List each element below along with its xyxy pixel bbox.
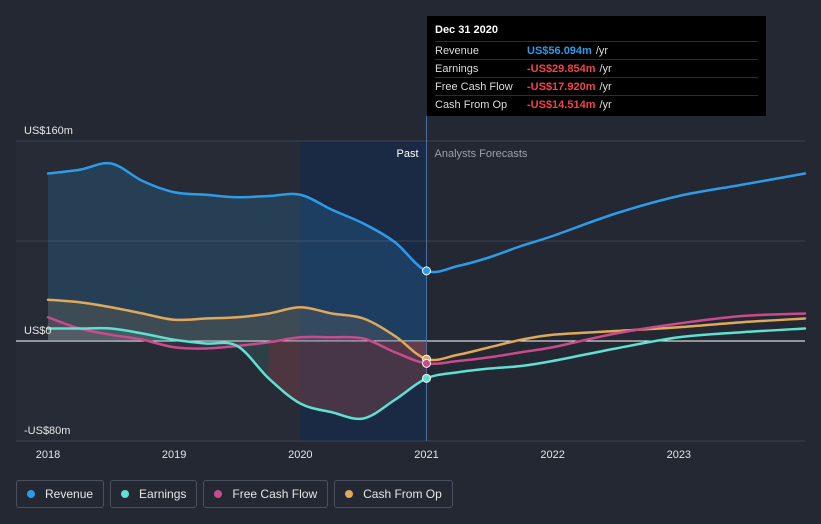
legend-item-revenue[interactable]: Revenue (16, 480, 105, 508)
legend-dot-icon (121, 490, 130, 498)
area-earnings (48, 328, 427, 419)
area-earnings-negative (268, 341, 427, 419)
tooltip-row: Cash From Op -US$14.514m/yr (435, 95, 758, 113)
x-tick-label: 2020 (288, 449, 312, 461)
point-earnings (422, 373, 431, 383)
line-earnings (46, 326, 807, 421)
x-tick-label: 2018 (36, 449, 60, 461)
tooltip-label: Free Cash Flow (435, 80, 513, 93)
area-revenue (48, 163, 427, 341)
legend-item-earnings[interactable]: Earnings (110, 480, 198, 508)
legend-label: Revenue (45, 487, 94, 501)
legend-dot-icon (214, 490, 223, 498)
tooltip-unit: /yr (599, 80, 612, 93)
x-tick-label: 2021 (414, 449, 438, 461)
tooltip-unit: /yr (599, 98, 612, 111)
tooltip-value: -US$14.514m (527, 98, 596, 111)
tooltip-label: Cash From Op (435, 98, 508, 111)
chart-legend: Revenue Earnings Free Cash Flow Cash From O… (16, 480, 453, 508)
past-label: Past (396, 148, 418, 160)
tooltip-unit: /yr (599, 62, 612, 75)
tooltip-value: -US$29.854m (527, 62, 596, 75)
tooltip-label: Revenue (435, 44, 480, 57)
legend-dot-icon (27, 490, 35, 498)
tooltip-row: Earnings -US$29.854m/yr (435, 59, 758, 77)
x-tick-label: 2019 (162, 449, 186, 461)
tooltip-value: -US$17.920m (527, 80, 596, 93)
point-revenue (422, 266, 431, 276)
tooltip-row: Free Cash Flow -US$17.920m/yr (435, 77, 758, 95)
point-free-cash-flow (422, 358, 431, 368)
x-tick-label: 2023 (667, 449, 691, 461)
line-cash-from-op (46, 298, 807, 362)
line-revenue (46, 161, 807, 274)
forecast-label: Analysts Forecasts (435, 148, 528, 160)
y-tick-label: US$0 (24, 325, 52, 337)
tooltip-value: US$56.094m (527, 44, 592, 57)
y-tick-label: US$160m (24, 125, 73, 137)
legend-item-cash-from-op[interactable]: Cash From Op (334, 480, 453, 508)
y-tick-label: -US$80m (24, 425, 70, 437)
legend-item-free-cash-flow[interactable]: Free Cash Flow (203, 480, 329, 508)
tooltip-unit: /yr (595, 44, 609, 57)
area-free-cash-flow (48, 317, 427, 364)
legend-label: Cash From Op (363, 487, 442, 501)
tooltip-row: Revenue US$56.094m/yr (435, 41, 758, 59)
x-tick-label: 2022 (540, 449, 564, 461)
legend-label: Free Cash Flow (232, 487, 318, 501)
data-tooltip: Dec 31 2020 Revenue US$56.094m/yr Earnings… (427, 16, 766, 116)
tooltip-date: Dec 31 2020 (435, 24, 498, 36)
legend-dot-icon (345, 490, 354, 498)
line-free-cash-flow (46, 312, 807, 366)
legend-label: Earnings (139, 487, 187, 501)
tooltip-label: Earnings (435, 62, 479, 75)
